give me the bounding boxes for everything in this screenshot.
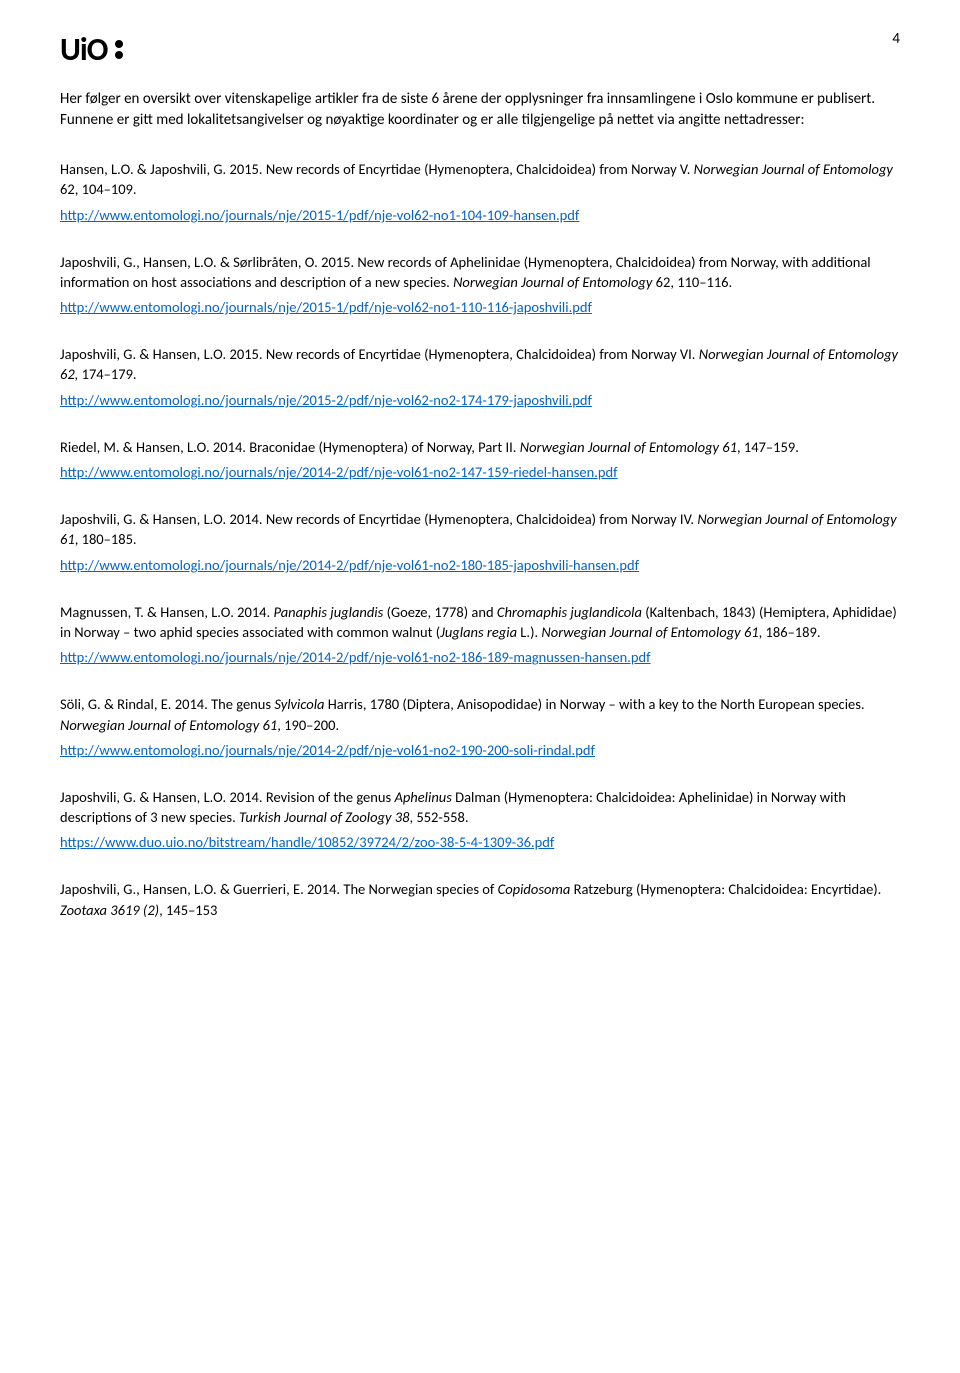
reference-link[interactable]: http://www.entomologi.no/journals/nje/20… (60, 648, 900, 666)
reference-link[interactable]: http://www.entomologi.no/journals/nje/20… (60, 556, 900, 574)
reference-citation: Japoshvili, G. & Hansen, L.O. 2015. New … (60, 344, 900, 385)
citation-tail: , 190–200. (277, 716, 339, 734)
reference-block: Japoshvili, G. & Hansen, L.O. 2015. New … (60, 344, 900, 409)
journal-title: Norwegian Journal of Entomology 61 (60, 716, 277, 734)
citation-text: L.). (517, 623, 541, 641)
logo-dots-icon (115, 40, 123, 59)
citation-tail: , 552-558. (409, 808, 468, 826)
reference-citation: Söli, G. & Rindal, E. 2014. The genus Sy… (60, 694, 900, 735)
reference-citation: Japoshvili, G. & Hansen, L.O. 2014. New … (60, 509, 900, 550)
citation-tail: 62, 104–109. (60, 180, 137, 198)
citation-text: Ratzeburg (Hymenoptera: Chalcidoidea: En… (570, 880, 881, 898)
species-name: Panaphis juglandis (273, 603, 383, 621)
uio-logo: UiO (60, 30, 123, 69)
citation-text: Magnussen, T. & Hansen, L.O. 2014. (60, 603, 273, 621)
reference-citation: Japoshvili, G., Hansen, L.O. & Sørlibråt… (60, 252, 900, 293)
citation-text: Hansen, L.O. & Japoshvili, G. 2015. New … (60, 160, 694, 178)
citation-text: (Goeze, 1778) and (383, 603, 497, 621)
citation-text: Riedel, M. & Hansen, L.O. 2014. Braconid… (60, 438, 520, 456)
citation-text: Söli, G. & Rindal, E. 2014. The genus (60, 695, 274, 713)
page-header: UiO 4 (60, 30, 900, 69)
citation-tail: , 186–189. (759, 623, 821, 641)
species-name: Sylvicola (274, 695, 324, 713)
species-name: Juglans regia (440, 623, 517, 641)
journal-title: Norwegian Journal of Entomology (694, 160, 893, 178)
reference-citation: Riedel, M. & Hansen, L.O. 2014. Braconid… (60, 437, 900, 457)
journal-title: Norwegian Journal of Entomology (453, 273, 652, 291)
journal-title: Zootaxa 3619 (2) (60, 901, 159, 919)
citation-text: Japoshvili, G., Hansen, L.O. & Guerrieri… (60, 880, 498, 898)
citation-tail: , 145–153 (159, 901, 217, 919)
reference-block: Japoshvili, G., Hansen, L.O. & Sørlibråt… (60, 252, 900, 317)
citation-text: Japoshvili, G. & Hansen, L.O. 2014. New … (60, 510, 697, 528)
reference-block: Hansen, L.O. & Japoshvili, G. 2015. New … (60, 159, 900, 224)
intro-paragraph: Her følger en oversikt over vitenskapeli… (60, 89, 900, 131)
citation-tail: , 147–159. (737, 438, 799, 456)
journal-title: Norwegian Journal of Entomology 61 (520, 438, 737, 456)
species-name: Chromaphis juglandicola (497, 603, 642, 621)
reference-block: Japoshvili, G. & Hansen, L.O. 2014. Revi… (60, 787, 900, 852)
journal-title: Turkish Journal of Zoology 38 (239, 808, 409, 826)
page-number: 4 (892, 30, 900, 48)
species-name: Copidosoma (498, 880, 571, 898)
reference-link[interactable]: http://www.entomologi.no/journals/nje/20… (60, 741, 900, 759)
logo-text: UiO (60, 30, 107, 69)
citation-text: Japoshvili, G. & Hansen, L.O. 2014. Revi… (60, 788, 394, 806)
citation-text: Harris, 1780 (Diptera, Anisopodidae) in … (324, 695, 864, 713)
reference-link[interactable]: http://www.entomologi.no/journals/nje/20… (60, 298, 900, 316)
reference-block: Riedel, M. & Hansen, L.O. 2014. Braconid… (60, 437, 900, 481)
reference-link[interactable]: http://www.entomologi.no/journals/nje/20… (60, 391, 900, 409)
species-name: Aphelinus (394, 788, 451, 806)
citation-text: Japoshvili, G. & Hansen, L.O. 2015. New … (60, 345, 699, 363)
reference-link[interactable]: https://www.duo.uio.no/bitstream/handle/… (60, 833, 900, 851)
reference-block: Japoshvili, G., Hansen, L.O. & Guerrieri… (60, 879, 900, 920)
reference-link[interactable]: http://www.entomologi.no/journals/nje/20… (60, 206, 900, 224)
citation-tail: , 180–185. (75, 530, 137, 548)
reference-block: Japoshvili, G. & Hansen, L.O. 2014. New … (60, 509, 900, 574)
reference-citation: Magnussen, T. & Hansen, L.O. 2014. Panap… (60, 602, 900, 643)
reference-citation: Japoshvili, G. & Hansen, L.O. 2014. Revi… (60, 787, 900, 828)
reference-citation: Japoshvili, G., Hansen, L.O. & Guerrieri… (60, 879, 900, 920)
citation-tail: 62, 110–116. (652, 273, 732, 291)
citation-tail: 174–179. (78, 365, 136, 383)
journal-title: Norwegian Journal of Entomology 61 (541, 623, 758, 641)
reference-block: Magnussen, T. & Hansen, L.O. 2014. Panap… (60, 602, 900, 667)
reference-block: Söli, G. & Rindal, E. 2014. The genus Sy… (60, 694, 900, 759)
reference-citation: Hansen, L.O. & Japoshvili, G. 2015. New … (60, 159, 900, 200)
reference-link[interactable]: http://www.entomologi.no/journals/nje/20… (60, 463, 900, 481)
